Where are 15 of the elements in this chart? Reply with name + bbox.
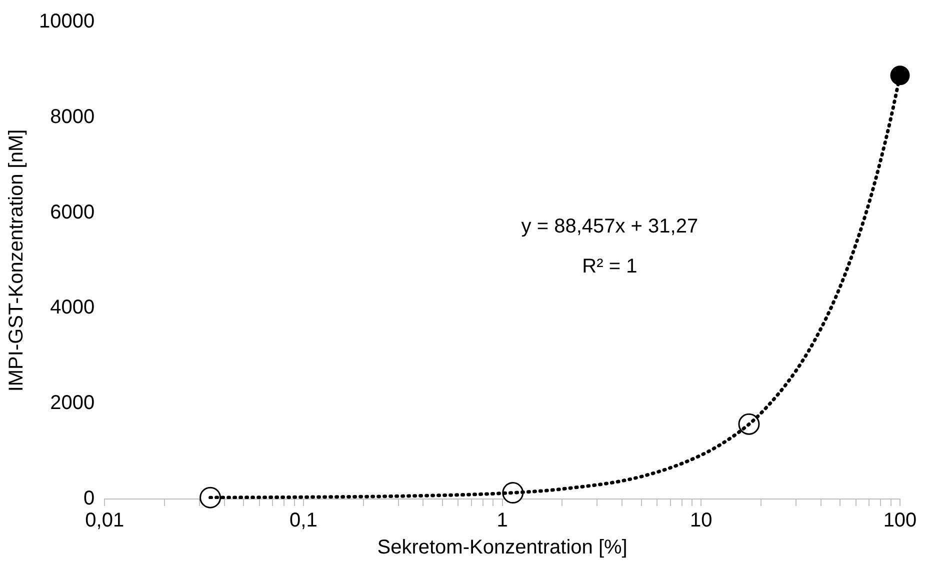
- y-tick-label: 0: [83, 488, 95, 510]
- x-tick-label: 1: [496, 510, 508, 532]
- y-tick-label: 2000: [50, 392, 95, 414]
- annotation: y = 88,457x + 31,27: [521, 216, 698, 238]
- y-tick-label: 6000: [50, 201, 95, 224]
- x-tick-label: 0,01: [85, 510, 124, 532]
- x-axis-title: Sekretom-Konzentration [%]: [377, 536, 628, 559]
- y-tick-label: 8000: [50, 106, 95, 128]
- annotation: R² = 1: [582, 256, 638, 278]
- x-tick-label: 10: [690, 510, 712, 532]
- x-tick-label: 100: [883, 510, 917, 532]
- x-tick-label: 0,1: [290, 510, 318, 532]
- y-tick-label: 10000: [38, 10, 95, 33]
- y-axis-title: IMPI-GST-Konzentration [nM]: [6, 129, 28, 392]
- y-tick-label: 4000: [50, 296, 95, 319]
